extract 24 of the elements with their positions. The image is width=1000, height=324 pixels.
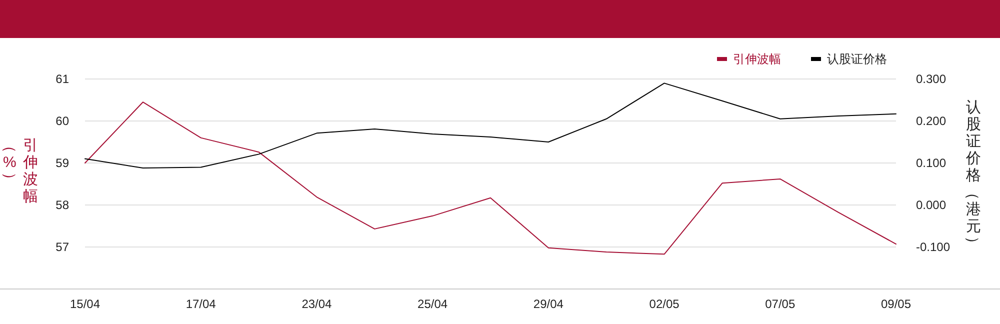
y2-tick-label: 0.200 xyxy=(916,114,946,128)
x-tick-label: 29/04 xyxy=(533,297,564,311)
line-series xyxy=(84,102,896,255)
x-tick-label: 02/05 xyxy=(649,297,680,311)
y2-tick-label: 0.100 xyxy=(916,156,946,170)
y-tick-label: 57 xyxy=(56,240,70,254)
y-axis-title: 引伸波幅（%） xyxy=(1,137,38,205)
y-tick-label: 61 xyxy=(56,72,70,86)
y2-tick-label: -0.100 xyxy=(916,240,950,254)
x-tick-label: 17/04 xyxy=(186,297,216,311)
x-tick-label: 23/04 xyxy=(302,297,332,311)
x-tick-label: 07/05 xyxy=(765,297,796,311)
legend-label: 认股证价格 xyxy=(827,52,887,66)
y-tick-label: 58 xyxy=(56,198,70,212)
legend-label: 引伸波幅 xyxy=(733,52,781,66)
y2-tick-label: 0.300 xyxy=(916,72,946,86)
x-tick-label: 09/05 xyxy=(880,297,912,311)
y2-tick-label: 0.000 xyxy=(916,198,946,212)
line-series xyxy=(84,82,896,169)
x-tick-label: 25/04 xyxy=(418,297,448,311)
x-tick-label: 15/04 xyxy=(70,297,100,311)
y-tick-label: 60 xyxy=(56,114,70,128)
y-tick-label: 59 xyxy=(56,156,70,170)
y-axis-title-right: 认股证价格（港元） xyxy=(964,99,981,251)
